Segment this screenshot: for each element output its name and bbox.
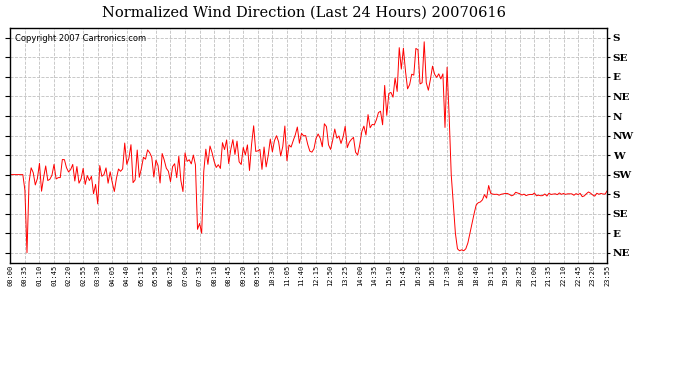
Text: 19:50: 19:50: [502, 265, 509, 286]
Text: 19:15: 19:15: [488, 265, 494, 286]
Text: 00:00: 00:00: [8, 265, 13, 286]
Text: 11:40: 11:40: [299, 265, 304, 286]
Text: 22:10: 22:10: [560, 265, 566, 286]
Text: 07:35: 07:35: [197, 265, 203, 286]
Text: 01:45: 01:45: [51, 265, 57, 286]
Text: 10:30: 10:30: [269, 265, 275, 286]
Text: 21:35: 21:35: [546, 265, 552, 286]
Text: 15:10: 15:10: [386, 265, 392, 286]
Text: 08:10: 08:10: [211, 265, 217, 286]
Text: 23:20: 23:20: [590, 265, 595, 286]
Text: 14:35: 14:35: [371, 265, 377, 286]
Text: 14:00: 14:00: [357, 265, 363, 286]
Text: 12:50: 12:50: [328, 265, 333, 286]
Text: 04:40: 04:40: [124, 265, 130, 286]
Text: 02:55: 02:55: [80, 265, 86, 286]
Text: 09:20: 09:20: [240, 265, 246, 286]
Text: 04:05: 04:05: [109, 265, 115, 286]
Text: 02:20: 02:20: [66, 265, 72, 286]
Text: 08:45: 08:45: [226, 265, 232, 286]
Text: Normalized Wind Direction (Last 24 Hours) 20070616: Normalized Wind Direction (Last 24 Hours…: [101, 6, 506, 20]
Text: 00:35: 00:35: [22, 265, 28, 286]
Text: 20:25: 20:25: [517, 265, 523, 286]
Text: 03:30: 03:30: [95, 265, 101, 286]
Text: 06:25: 06:25: [168, 265, 173, 286]
Text: 18:40: 18:40: [473, 265, 479, 286]
Text: 07:00: 07:00: [182, 265, 188, 286]
Text: 11:05: 11:05: [284, 265, 290, 286]
Text: 23:55: 23:55: [604, 265, 610, 286]
Text: 13:25: 13:25: [342, 265, 348, 286]
Text: 01:10: 01:10: [37, 265, 43, 286]
Text: 16:20: 16:20: [415, 265, 421, 286]
Text: 05:15: 05:15: [139, 265, 144, 286]
Text: 09:55: 09:55: [255, 265, 261, 286]
Text: 21:00: 21:00: [531, 265, 538, 286]
Text: 18:05: 18:05: [459, 265, 464, 286]
Text: 05:50: 05:50: [153, 265, 159, 286]
Text: Copyright 2007 Cartronics.com: Copyright 2007 Cartronics.com: [15, 34, 146, 43]
Text: 15:45: 15:45: [400, 265, 406, 286]
Text: 17:30: 17:30: [444, 265, 450, 286]
Text: 16:55: 16:55: [429, 265, 435, 286]
Text: 22:45: 22:45: [575, 265, 581, 286]
Text: 12:15: 12:15: [313, 265, 319, 286]
